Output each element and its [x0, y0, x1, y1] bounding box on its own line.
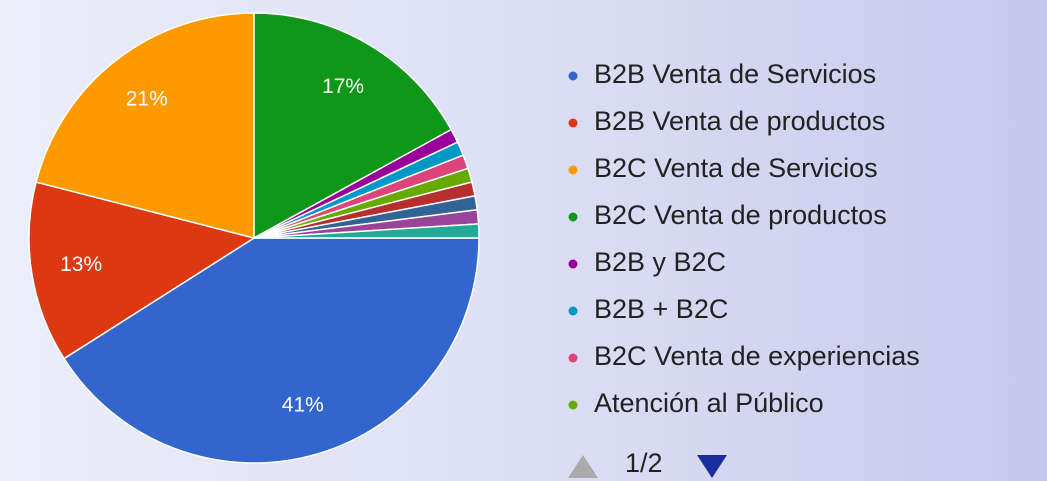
- legend-label: B2C Venta de Servicios: [594, 153, 878, 183]
- legend: B2B Venta de Servicios B2B Venta de produ…: [568, 59, 920, 418]
- legend-label: B2B + B2C: [594, 294, 728, 324]
- legend-swatch: [568, 71, 578, 81]
- legend-swatch: [568, 306, 578, 316]
- pie-slice: [28, 181, 256, 360]
- legend-label: B2C Venta de experiencias: [594, 341, 920, 371]
- slice-label: 17%: [322, 75, 364, 98]
- slice-label: 21%: [126, 87, 168, 110]
- legend-label: B2B Venta de productos: [594, 106, 885, 136]
- legend-label: B2C Venta de productos: [594, 200, 887, 230]
- legend-label: B2B y B2C: [594, 247, 726, 277]
- next-page[interactable]: [697, 455, 727, 478]
- pie-slice: [35, 12, 255, 239]
- pie-slice: [62, 237, 480, 464]
- slice-label: 13%: [60, 253, 102, 276]
- legend-swatch: [568, 118, 578, 128]
- slice-label: 41%: [282, 394, 324, 417]
- pie-slice: [253, 223, 480, 239]
- legend-swatch: [568, 212, 578, 222]
- legend-swatch: [568, 400, 578, 410]
- legend-swatch: [568, 165, 578, 175]
- prev-page[interactable]: [568, 455, 598, 478]
- pie-slice: [253, 12, 453, 240]
- page-indicator: 1/2: [625, 448, 663, 478]
- legend-label: B2B Venta de Servicios: [594, 59, 876, 89]
- legend-label: Atención al Público: [594, 388, 824, 418]
- legend-swatch: [568, 259, 578, 269]
- legend-swatch: [568, 353, 578, 363]
- pie: 41% 13% 21% 17%: [28, 12, 480, 464]
